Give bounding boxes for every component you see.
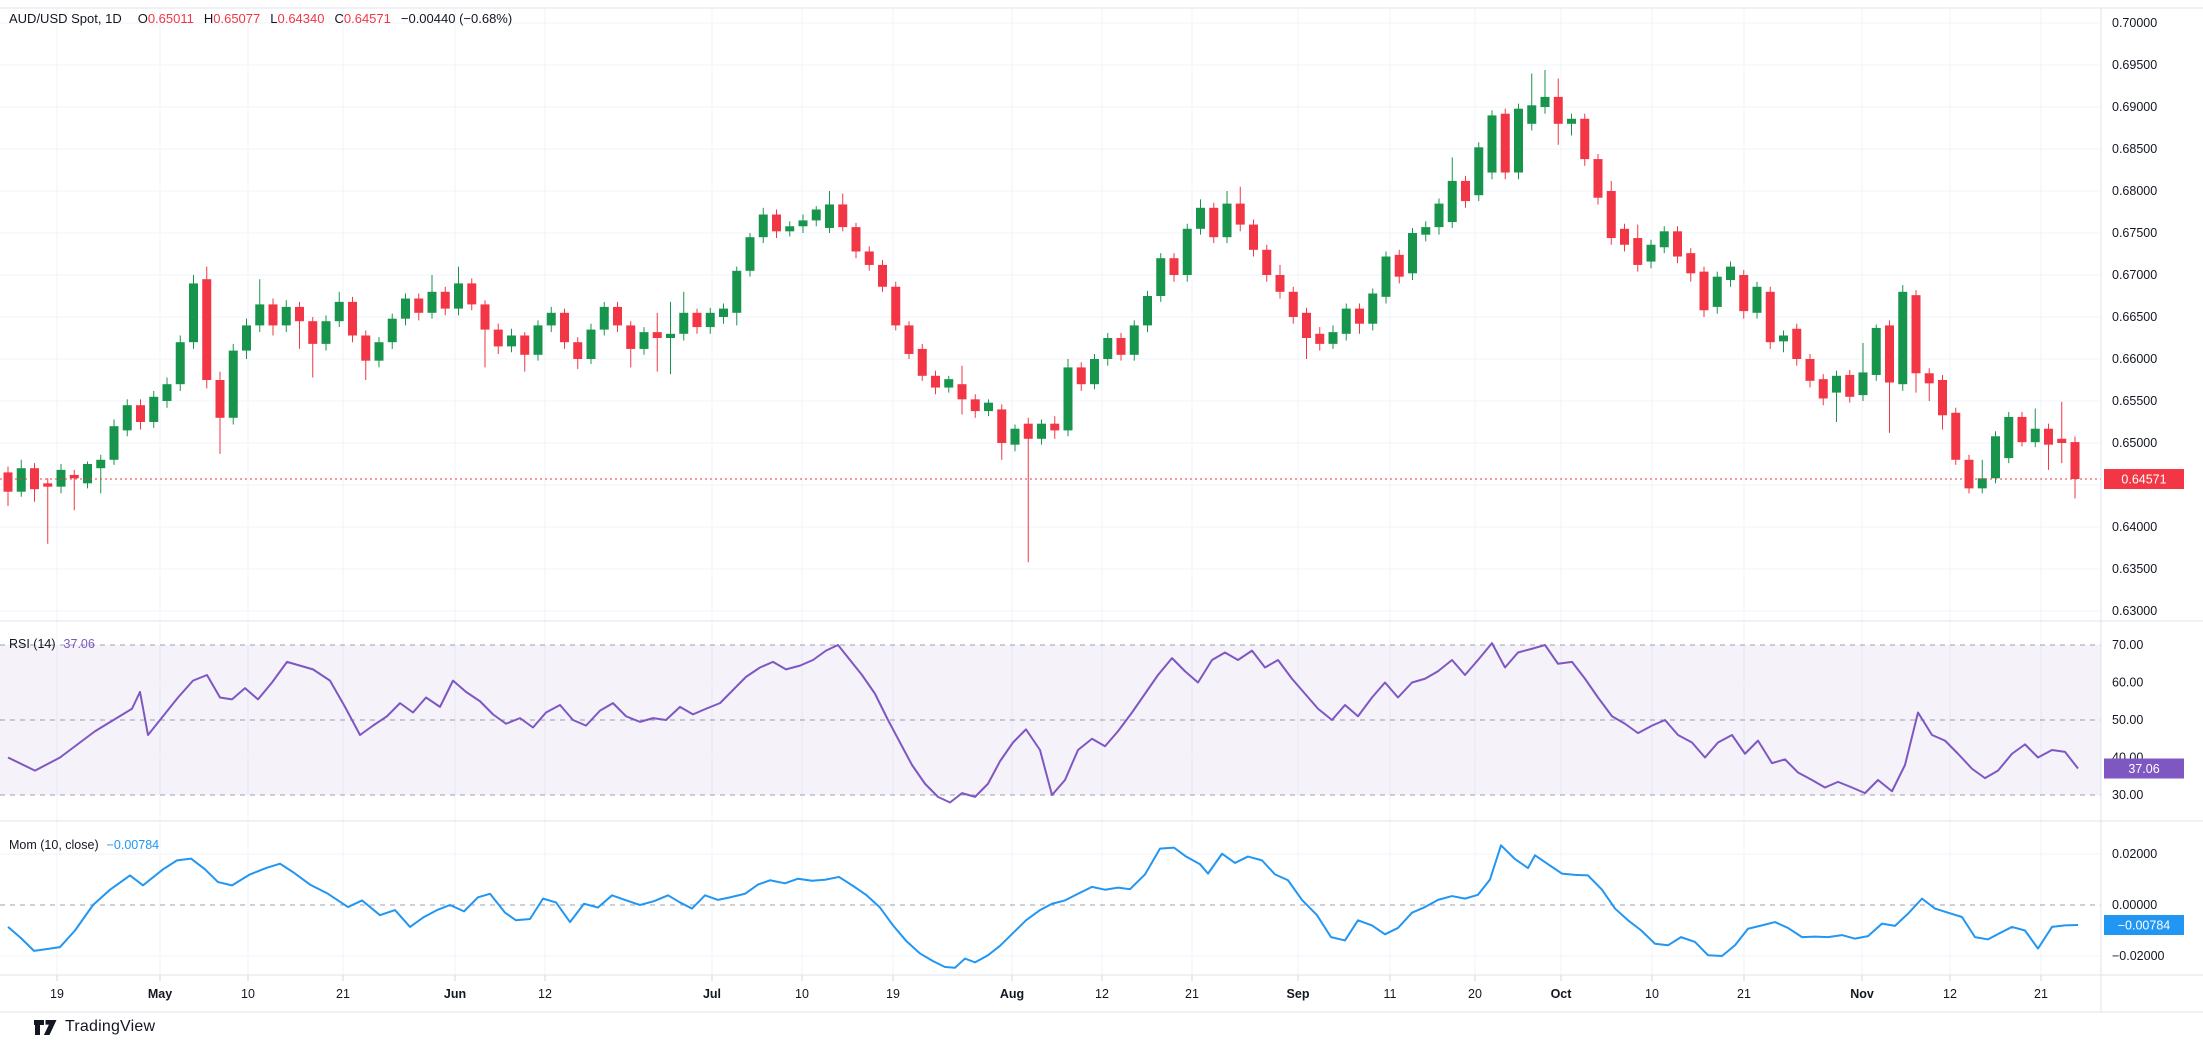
svg-text:0.67000: 0.67000 (2112, 268, 2157, 282)
mom-current-value: −0.00784 (106, 838, 160, 852)
mom-value-badge: −0.00784 (2104, 914, 2184, 935)
time-axis-label: 12 (1943, 987, 1957, 1001)
price-scale[interactable]: 0.70000 0.69500 0.69000 0.68500 0.68000 0.675… (2112, 16, 2165, 963)
svg-text:0.65000: 0.65000 (2112, 436, 2157, 450)
svg-text:0.67500: 0.67500 (2112, 226, 2157, 240)
time-axis-label: 10 (1645, 987, 1659, 1001)
svg-text:0.00000: 0.00000 (2112, 898, 2157, 912)
rsi-current-value: 37.06 (63, 637, 95, 651)
time-axis-label: 10 (795, 987, 809, 1001)
svg-text:37.06: 37.06 (2128, 762, 2159, 776)
last-price-badge: 0.64571 (2104, 469, 2184, 490)
high-value: 0.65077 (213, 11, 261, 26)
symbol-title[interactable]: AUD/USD Spot, 1D (9, 11, 122, 26)
rsi-gridlines (0, 644, 2101, 796)
rsi-indicator-label[interactable]: RSI (14) (9, 637, 56, 651)
time-axis-label: 21 (1737, 987, 1751, 1001)
time-axis-label: Aug (1000, 987, 1024, 1001)
time-axis-label: 19 (886, 987, 900, 1001)
mom-pane-header: Mom (10, close) −0.00784 (9, 838, 159, 852)
low-value: 0.64340 (277, 11, 325, 26)
svg-text:0.66000: 0.66000 (2112, 352, 2157, 366)
chart-legend: AUD/USD Spot, 1D O0.65011 H0.65077 L0.64340… (9, 11, 512, 26)
time-axis-label: Oct (1551, 987, 1573, 1001)
rsi-pane-header: RSI (14) 37.06 (9, 637, 95, 651)
rsi-line (7, 642, 2079, 804)
time-axis-label: 19 (50, 987, 64, 1001)
svg-text:0.02000: 0.02000 (2112, 847, 2157, 861)
svg-text:0.63000: 0.63000 (2112, 604, 2157, 618)
price-gridlines (0, 22, 2101, 612)
svg-text:0.64571: 0.64571 (2121, 473, 2166, 487)
candlestick-series (3, 70, 2080, 563)
svg-text:0.65500: 0.65500 (2112, 394, 2157, 408)
svg-text:0.64000: 0.64000 (2112, 520, 2157, 534)
open-value: 0.65011 (147, 11, 194, 26)
svg-text:0.69000: 0.69000 (2112, 100, 2157, 114)
time-axis-label: Jun (444, 987, 466, 1001)
time-axis-label: May (148, 987, 172, 1001)
svg-text:0.66500: 0.66500 (2112, 310, 2157, 324)
time-axis-label: 12 (1095, 987, 1109, 1001)
time-axis-label: Jul (703, 987, 721, 1001)
svg-text:0.70000: 0.70000 (2112, 16, 2157, 30)
time-scale[interactable]: 19 May 10 21 Jun 12 Jul 10 19 Aug 12 21 Sep 11 20 Oct 10… (50, 975, 2048, 1001)
time-axis-label: 11 (1384, 987, 1397, 1001)
time-axis-label: 20 (1468, 987, 1482, 1001)
ohlc-readout: O0.65011 H0.65077 L0.64340 C0.64571 −0.00440… (137, 11, 513, 26)
mom-line (7, 844, 2079, 969)
svg-text:0.69500: 0.69500 (2112, 58, 2157, 72)
time-axis-label: 12 (538, 987, 552, 1001)
time-axis-label: 21 (1185, 987, 1199, 1001)
svg-text:0.63500: 0.63500 (2112, 562, 2157, 576)
close-value: 0.64571 (343, 11, 391, 26)
svg-text:−0.02000: −0.02000 (2112, 949, 2165, 963)
vertical-gridlines (56, 8, 2042, 975)
time-axis-label: Nov (1850, 987, 1874, 1001)
svg-text:0.68000: 0.68000 (2112, 184, 2157, 198)
time-axis-label: 21 (336, 987, 350, 1001)
time-axis-label: 10 (241, 987, 255, 1001)
tradingview-attribution[interactable]: TradingView (33, 1018, 155, 1036)
svg-text:−0.00784: −0.00784 (2118, 918, 2171, 932)
change-value: −0.00440 (−0.68%) (400, 11, 513, 26)
rsi-value-badge: 37.06 (2104, 758, 2184, 779)
mom-indicator-label[interactable]: Mom (10, close) (9, 838, 99, 852)
svg-text:30.00: 30.00 (2112, 788, 2143, 802)
tradingview-logo-text: TradingView (65, 1018, 156, 1035)
svg-text:70.00: 70.00 (2112, 638, 2143, 652)
time-axis-label: Sep (1287, 987, 1310, 1001)
svg-text:50.00: 50.00 (2112, 713, 2143, 727)
time-axis-label: 21 (2034, 987, 2048, 1001)
svg-text:0.68500: 0.68500 (2112, 142, 2157, 156)
svg-text:60.00: 60.00 (2112, 676, 2143, 690)
tradingview-logo-icon (34, 1019, 57, 1035)
